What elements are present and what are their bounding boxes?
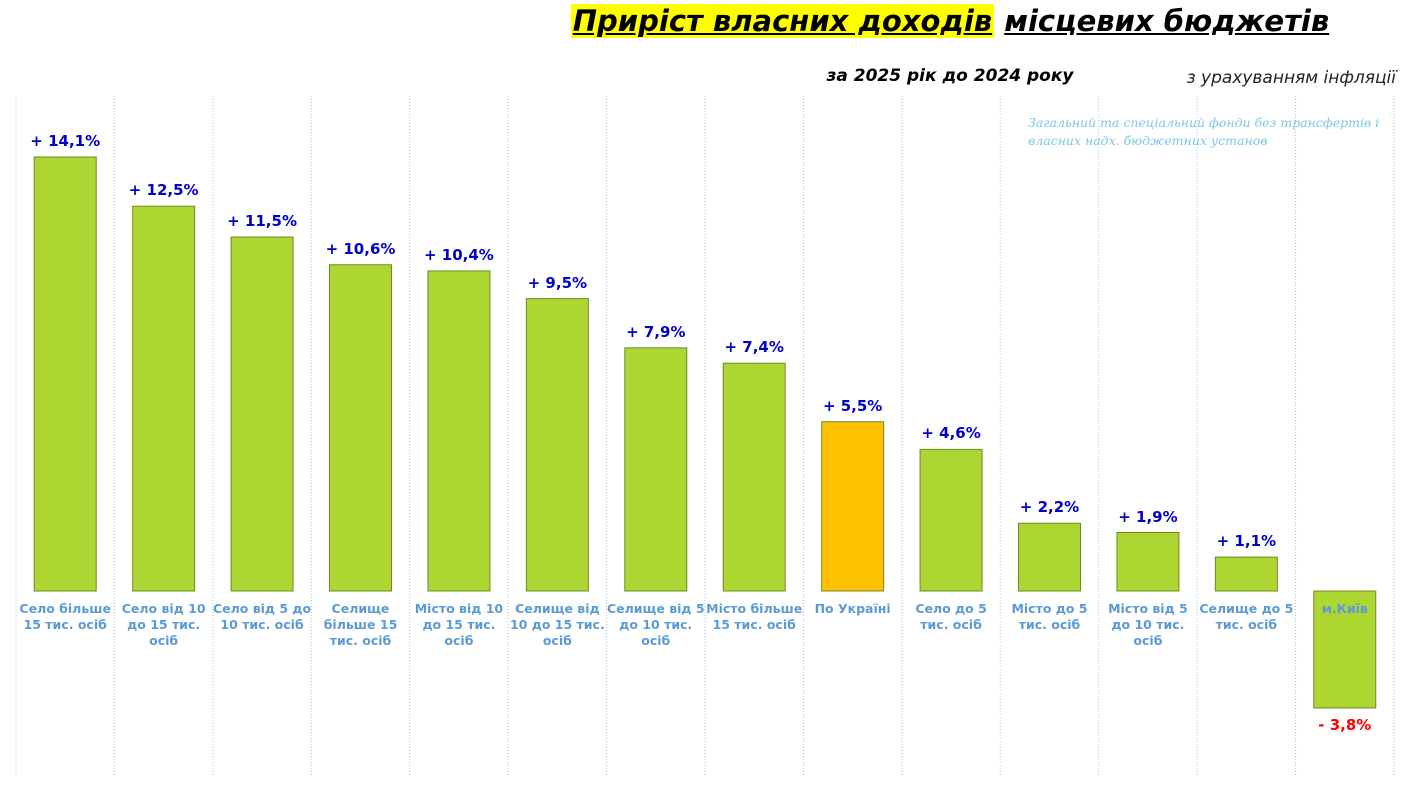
bar [329,264,392,592]
value-label: + 4,6% [921,424,981,443]
value-label: + 1,1% [1216,532,1277,551]
note: з урахуванням інфляції [1186,68,1396,88]
value-label: + 7,4% [724,338,784,357]
value-label: + 5,5% [822,396,883,415]
x-tick-label: Село до 5 тис. осіб [915,601,987,632]
value-label: + 14,1% [30,132,101,150]
bar [919,448,983,592]
bar [821,421,885,592]
bar [624,347,688,592]
value-label: + 9,5% [527,273,588,292]
x-tick-label: Селище до 5 тис. осіб [1199,601,1294,632]
x-tick-label: Село від 10 до 15 тис. осіб [121,601,206,648]
value-label: + 12,5% [128,181,199,200]
bar [427,270,491,592]
value-label: + 1,9% [1118,507,1178,526]
subtitle: за 2025 рік до 2024 року [826,66,1074,86]
annotation: Загальний та спеціальний фонди без транс… [1028,115,1380,148]
x-tick-label: Село від 5 до 10 тис. осіб [212,601,312,632]
chart-title: Приріст власних доходів місцевих бюджеті… [430,4,1410,38]
bar [1018,522,1081,592]
bar [132,205,196,592]
x-tick-label: Місто від 10 до 15 тис. осіб [414,601,504,648]
x-tick-label: м.Київ [1321,601,1368,616]
value-label: - 3,8% [1318,715,1372,734]
title-part: Приріст власних доходів [570,4,995,38]
bar [1116,532,1180,592]
value-label: + 11,5% [227,212,297,231]
x-tick-label: Місто від 5 до 10 тис. осіб [1108,601,1188,648]
value-label: + 10,4% [424,245,494,264]
x-tick-label: Село більше 15 тис. осіб [19,601,111,632]
value-label: + 2,2% [1019,498,1080,517]
x-tick-label: Селище від 5 до 10 тис. осіб [606,601,705,648]
bar [230,236,294,592]
x-tick-label: Селище більше 15 тис. осіб [323,601,398,648]
bar [1214,556,1278,592]
x-tick-label: Місто до 5 тис. осіб [1011,601,1088,632]
bar [722,362,786,592]
title-part: місцевих бюджетів [1004,4,1330,38]
bar [33,156,97,592]
value-label: + 7,9% [626,322,686,341]
bar [525,298,589,592]
bar [1313,590,1377,709]
x-tick-label: Селище від 10 до 15 тис. осіб [510,601,605,648]
x-tick-label: Місто більше 15 тис. осіб [706,601,803,632]
x-tick-label: По Україні [814,601,891,616]
value-label: + 10,6% [325,239,396,258]
